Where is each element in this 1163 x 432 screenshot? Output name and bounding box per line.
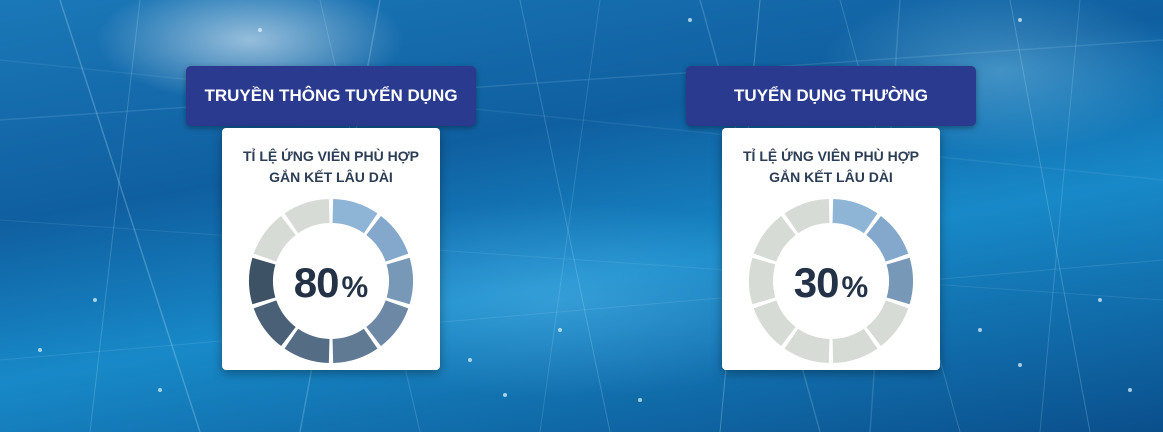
- background-sparkle: [558, 328, 562, 332]
- stat-card: TỈ LỆ ỨNG VIÊN PHÙ HỢP GẮN KẾT LÂU DÀI 3…: [722, 128, 940, 370]
- card-subtitle-line-2: GẮN KẾT LÂU DÀI: [269, 169, 393, 185]
- panel-header-title: TUYỂN DỤNG THƯỜNG: [734, 86, 928, 105]
- background-sparkle: [158, 388, 162, 392]
- percentage-value: 30: [793, 259, 840, 306]
- background-streak: [0, 59, 1163, 181]
- background-streak: [1009, 0, 1091, 432]
- percentage-unit: %: [841, 271, 869, 304]
- background-sparkle: [638, 398, 642, 402]
- background-sparkle: [688, 18, 692, 22]
- donut-chart: [249, 199, 413, 363]
- percentage-value: 80: [293, 259, 340, 306]
- donut-segment-filled: [386, 257, 413, 305]
- background-sparkle: [468, 358, 472, 362]
- background-streak: [539, 0, 601, 432]
- donut-segment-empty: [866, 300, 909, 347]
- donut-segment-empty: [784, 328, 830, 363]
- panel-header-title: TRUYỀN THÔNG TUYỂN DỤNG: [204, 86, 458, 105]
- percentage-unit: %: [341, 271, 369, 304]
- donut-segment-filled: [366, 215, 409, 262]
- panel-header: TRUYỀN THÔNG TUYỂN DỤNG: [186, 66, 476, 126]
- card-subtitle-line-1: TỈ LỆ ỨNG VIÊN PHÙ HỢP: [742, 148, 920, 164]
- background-sparkle: [503, 393, 507, 397]
- background-streak: [1039, 0, 1081, 432]
- donut-chart: [749, 199, 913, 363]
- donut-segment-empty: [284, 199, 330, 234]
- card-subtitle-line-1: TỈ LỆ ỨNG VIÊN PHÙ HỢP: [242, 148, 420, 164]
- donut-segment-filled: [886, 257, 913, 305]
- background-streak: [89, 0, 141, 432]
- background-streak: [519, 0, 611, 432]
- card-subtitle-line-2: GẮN KẾT LÂU DÀI: [769, 169, 893, 185]
- card-subtitle: TỈ LỆ ỨNG VIÊN PHÙ HỢP GẮN KẾT LÂU DÀI: [722, 146, 940, 188]
- donut-segment-empty: [832, 328, 878, 363]
- background-streak: [0, 39, 1163, 121]
- panel-header: TUYỂN DỤNG THƯỜNG: [686, 66, 976, 126]
- background-streak: [0, 259, 1163, 361]
- donut-segment-filled: [332, 199, 378, 234]
- donut-segment-filled: [332, 328, 378, 363]
- donut-segment-filled: [366, 300, 409, 347]
- background-sparkle: [258, 28, 262, 32]
- donut-segment-empty: [784, 199, 830, 234]
- donut-segment-empty: [749, 257, 776, 305]
- donut-segment-filled: [866, 215, 909, 262]
- donut-segment-filled: [249, 257, 276, 305]
- background-sparkle: [1128, 388, 1132, 392]
- background-sparkle: [1098, 298, 1102, 302]
- background-sparkle: [1018, 18, 1022, 22]
- background-sparkle: [38, 348, 42, 352]
- percentage-label: 80%: [222, 259, 440, 307]
- donut-segment-filled: [253, 300, 296, 347]
- background-sparkle: [1018, 363, 1022, 367]
- percentage-label: 30%: [722, 259, 940, 307]
- background-streak: [0, 219, 1163, 301]
- card-subtitle: TỈ LỆ ỨNG VIÊN PHÙ HỢP GẮN KẾT LÂU DÀI: [222, 146, 440, 188]
- donut-segment-empty: [753, 215, 796, 262]
- background-streak: [59, 0, 201, 432]
- donut-segment-filled: [284, 328, 330, 363]
- donut-segment-filled: [832, 199, 878, 234]
- donut-segment-empty: [753, 300, 796, 347]
- stat-card: TỈ LỆ ỨNG VIÊN PHÙ HỢP GẮN KẾT LÂU DÀI 8…: [222, 128, 440, 370]
- background-sparkle: [978, 328, 982, 332]
- donut-segment-empty: [253, 215, 296, 262]
- background-sparkle: [93, 298, 97, 302]
